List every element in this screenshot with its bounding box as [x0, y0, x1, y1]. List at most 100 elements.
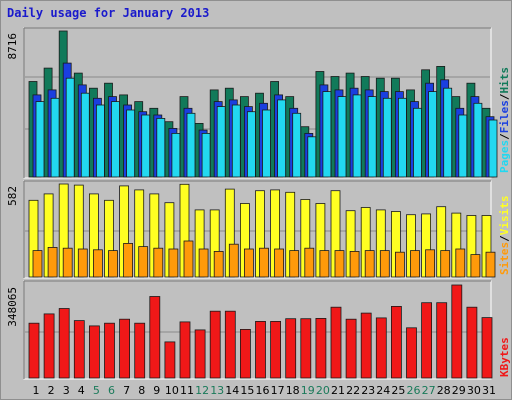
bar-pages-day-6: [111, 101, 120, 178]
bar-pages-day-30: [473, 102, 483, 178]
x-tick-label-day-12: 12: [195, 384, 209, 397]
bar-kbytes-day-15: [239, 328, 251, 379]
x-tick-label-day-18: 18: [286, 384, 300, 397]
bar-sites-day-18: [289, 250, 300, 278]
y-max-label: 582: [6, 186, 19, 206]
legend-entry: Sites: [498, 242, 511, 275]
legend-bottom: KBytes: [498, 337, 511, 377]
x-tick-label-day-22: 22: [346, 384, 360, 397]
bar-sites-day-10: [168, 248, 179, 278]
bar-kbytes-day-29: [451, 284, 463, 379]
x-tick-label-day-6: 6: [108, 384, 115, 397]
bar-sites-day-11: [183, 240, 194, 278]
x-tick-label-day-23: 23: [361, 384, 375, 397]
legend-entry: KBytes: [498, 337, 511, 377]
bar-kbytes-day-24: [375, 317, 387, 379]
x-tick-label-day-20: 20: [316, 384, 330, 397]
y-max-label: 8716: [6, 33, 19, 60]
x-tick-label-day-7: 7: [123, 384, 130, 397]
bar-sites-day-14: [228, 243, 239, 278]
bar-sites-day-15: [243, 248, 254, 278]
x-tick-label-day-11: 11: [180, 384, 194, 397]
bar-sites-day-24: [379, 250, 390, 278]
x-tick-label-day-15: 15: [240, 384, 254, 397]
x-tick-label-day-8: 8: [138, 384, 145, 397]
bar-kbytes-day-30: [466, 306, 478, 379]
bar-kbytes-day-21: [330, 306, 342, 379]
bar-kbytes-day-5: [89, 325, 100, 379]
x-tick-label-day-4: 4: [78, 384, 85, 397]
legend-entry: /: [498, 93, 511, 100]
bar-pages-day-21: [337, 96, 347, 178]
x-tick-label-day-10: 10: [165, 384, 179, 397]
bar-pages-day-10: [171, 132, 181, 178]
x-tick-label-day-2: 2: [48, 384, 55, 397]
x-tick-label-day-14: 14: [225, 384, 239, 397]
bar-kbytes-day-23: [360, 312, 372, 379]
bar-kbytes-day-27: [421, 302, 433, 379]
x-tick-label-day-24: 24: [376, 384, 390, 397]
bar-pages-day-4: [80, 92, 90, 178]
bar-sites-day-21: [334, 250, 345, 278]
bar-kbytes-day-26: [406, 327, 417, 379]
x-tick-label-day-26: 26: [407, 384, 421, 397]
y-max-label: 348065: [6, 287, 19, 327]
bar-sites-day-6: [108, 250, 118, 278]
bar-pages-day-18: [292, 112, 302, 178]
bar-pages-day-9: [156, 118, 166, 178]
bar-pages-day-16: [262, 109, 271, 178]
bar-sites-day-8: [138, 246, 149, 278]
bar-sites-day-3: [62, 247, 73, 278]
bar-pages-day-25: [397, 97, 407, 178]
bar-pages-day-11: [186, 112, 196, 178]
bar-kbytes-day-22: [345, 318, 357, 379]
bar-kbytes-day-13: [209, 310, 221, 379]
bar-kbytes-day-10: [164, 341, 176, 379]
x-tick-label-day-29: 29: [452, 384, 466, 397]
bar-kbytes-day-31: [481, 317, 493, 379]
bar-kbytes-day-7: [119, 318, 130, 379]
bar-kbytes-day-8: [134, 322, 146, 379]
bar-pages-day-28: [443, 87, 453, 178]
bar-kbytes-day-2: [43, 313, 55, 379]
bar-pages-day-1: [35, 101, 45, 178]
bar-kbytes-day-4: [73, 320, 85, 379]
bar-kbytes-day-25: [390, 305, 402, 379]
bar-kbytes-day-3: [58, 308, 70, 379]
bar-kbytes-day-18: [285, 318, 297, 379]
bar-kbytes-day-9: [149, 296, 161, 379]
bar-sites-day-13: [213, 250, 224, 278]
bar-pages-day-5: [96, 104, 105, 178]
bar-kbytes-day-19: [300, 318, 312, 379]
x-tick-label-day-13: 13: [210, 384, 224, 397]
bar-pages-day-19: [307, 136, 317, 178]
x-tick-label-day-16: 16: [256, 384, 270, 397]
bar-pages-day-17: [277, 99, 287, 178]
bar-pages-day-24: [382, 97, 392, 178]
bar-sites-day-7: [123, 242, 133, 278]
bar-sites-day-23: [364, 250, 375, 278]
legend-entry: Hits: [498, 67, 511, 94]
bar-sites-day-1: [32, 250, 43, 278]
bar-sites-day-29: [455, 248, 466, 278]
bar-pages-day-22: [352, 94, 362, 178]
bar-pages-day-14: [231, 104, 241, 178]
legend-entry: Files: [498, 100, 511, 133]
bar-sites-day-17: [274, 248, 285, 278]
bar-pages-day-31: [488, 119, 498, 178]
bar-pages-day-3: [65, 77, 75, 178]
x-tick-label-day-3: 3: [63, 384, 70, 397]
bar-pages-day-15: [246, 111, 256, 178]
bar-sites-day-28: [440, 250, 451, 278]
bar-sites-day-27: [425, 249, 436, 278]
x-tick-label-day-31: 31: [482, 384, 496, 397]
bar-sites-day-12: [198, 248, 209, 278]
bar-sites-day-20: [319, 250, 330, 278]
legend-entry: Pages: [498, 140, 511, 173]
bar-pages-day-20: [322, 91, 332, 178]
bar-pages-day-2: [50, 97, 60, 178]
bar-sites-day-9: [153, 247, 164, 278]
legend-top: Pages/Files/Hits: [498, 67, 511, 173]
